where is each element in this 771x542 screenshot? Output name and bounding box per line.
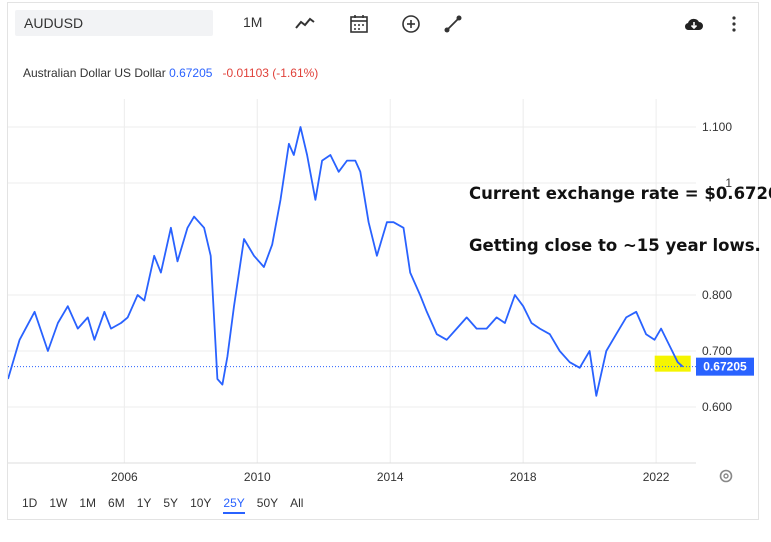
annotation-year-lows: Getting close to ~15 year lows. bbox=[469, 236, 761, 255]
x-tick-label: 2022 bbox=[643, 470, 670, 484]
line-chart-icon[interactable] bbox=[294, 13, 316, 35]
range-button-1w[interactable]: 1W bbox=[49, 496, 68, 510]
symbol-search-input[interactable]: AUDUSD bbox=[15, 10, 213, 36]
x-axis: 2006 2010 2014 2018 2022 bbox=[111, 470, 670, 484]
x-tick-label: 2014 bbox=[377, 470, 404, 484]
cloud-download-icon[interactable] bbox=[683, 13, 705, 35]
chart-legend: Australian Dollar US Dollar 0.67205 -0.0… bbox=[23, 66, 318, 80]
annotation-current-rate: Current exchange rate = $0.67205 bbox=[469, 184, 771, 203]
x-tick-label: 2018 bbox=[510, 470, 537, 484]
last-price-tag-bg bbox=[696, 357, 754, 376]
price-change: -0.01103 (-1.61%) bbox=[222, 66, 319, 80]
price-series-line[interactable] bbox=[8, 126, 684, 397]
x-tick-label: 2006 bbox=[111, 470, 138, 484]
instrument-name: Australian Dollar US Dollar bbox=[23, 66, 166, 80]
range-button-all[interactable]: All bbox=[290, 496, 304, 510]
highlight-marker bbox=[654, 355, 691, 372]
x-tick-label: 2010 bbox=[244, 470, 271, 484]
current-price: 0.67205 bbox=[169, 66, 213, 80]
range-button-5y[interactable]: 5Y bbox=[163, 496, 179, 510]
range-button-1d[interactable]: 1D bbox=[22, 496, 38, 510]
y-tick-label: 0.800 bbox=[702, 288, 732, 302]
range-button-6m[interactable]: 6M bbox=[108, 496, 125, 510]
chart-grid bbox=[8, 99, 696, 464]
y-tick-label: 1 bbox=[725, 176, 732, 190]
last-price-tag-label: 0.67205 bbox=[703, 360, 747, 374]
y-tick-label: 0.700 bbox=[702, 344, 732, 358]
range-button-1m[interactable]: 1M bbox=[79, 496, 97, 510]
plus-circle-icon[interactable] bbox=[400, 13, 422, 35]
chart-widget: AUDUSD 1M Au bbox=[7, 2, 771, 520]
more-vertical-icon[interactable] bbox=[723, 13, 745, 35]
chart-toolbar: AUDUSD 1M bbox=[8, 3, 758, 47]
draw-line-icon[interactable] bbox=[442, 13, 464, 35]
y-tick-label: 0.600 bbox=[702, 400, 732, 414]
range-button-1y[interactable]: 1Y bbox=[136, 496, 152, 510]
y-tick-label: 1.100 bbox=[702, 120, 732, 134]
chart-settings-icon[interactable] bbox=[719, 469, 733, 483]
last-price-tag: 0.67205 bbox=[696, 357, 754, 376]
range-button-10y[interactable]: 10Y bbox=[190, 496, 212, 510]
range-button-25y[interactable]: 25Y bbox=[223, 496, 245, 514]
range-button-50y[interactable]: 50Y bbox=[256, 496, 279, 510]
range-selector: 1D 1W 1M 6M 1Y 5Y 10Y 25Y 50Y All bbox=[22, 496, 315, 514]
interval-button[interactable]: 1M bbox=[243, 14, 263, 30]
calendar-icon[interactable] bbox=[348, 13, 370, 35]
y-axis: 0.600 0.700 0.800 1 1.100 bbox=[702, 120, 732, 414]
